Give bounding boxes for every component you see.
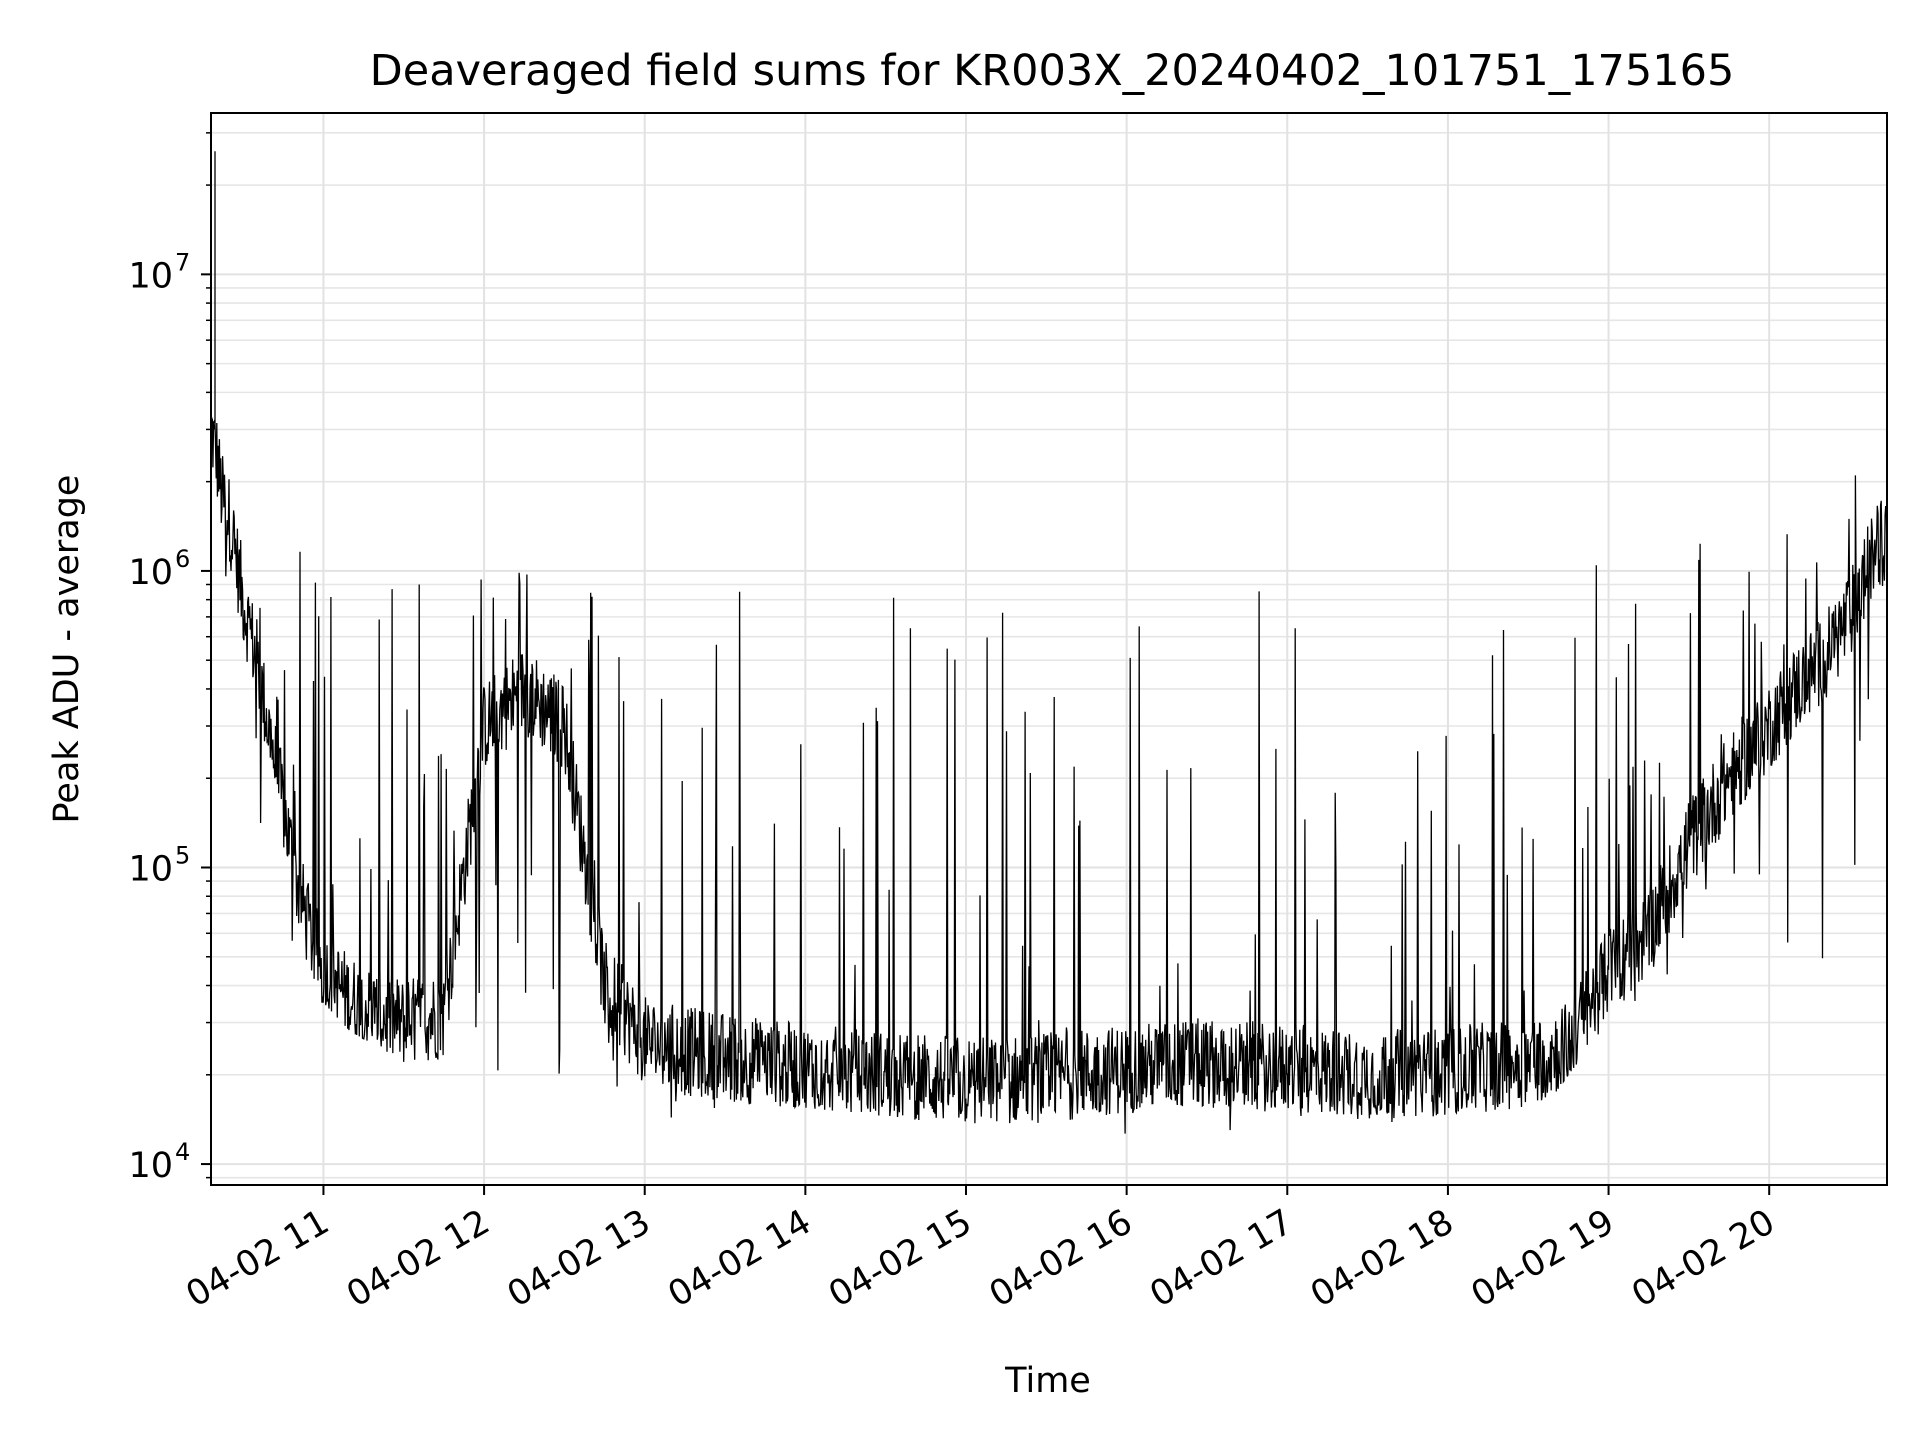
y-tick-exponent: 7 <box>175 248 190 276</box>
y-tick-exponent: 6 <box>175 545 190 573</box>
plot-frame <box>210 112 1888 1186</box>
series-line <box>211 151 1887 1134</box>
y-tick-exponent: 5 <box>175 841 190 869</box>
grid <box>211 113 1887 1185</box>
y-tick-label: 10 <box>128 553 173 593</box>
y-tick-label: 10 <box>128 256 173 296</box>
plot-area <box>211 151 1887 1134</box>
x-axis-label: Time <box>1004 1361 1091 1401</box>
y-tick-label: 10 <box>128 1146 173 1186</box>
chart-title: Deaveraged field sums for KR003X_2024040… <box>370 46 1735 96</box>
y-axis-label: Peak ADU - average <box>47 475 87 824</box>
y-tick-label: 10 <box>128 849 173 889</box>
y-tick-exponent: 4 <box>175 1138 190 1166</box>
